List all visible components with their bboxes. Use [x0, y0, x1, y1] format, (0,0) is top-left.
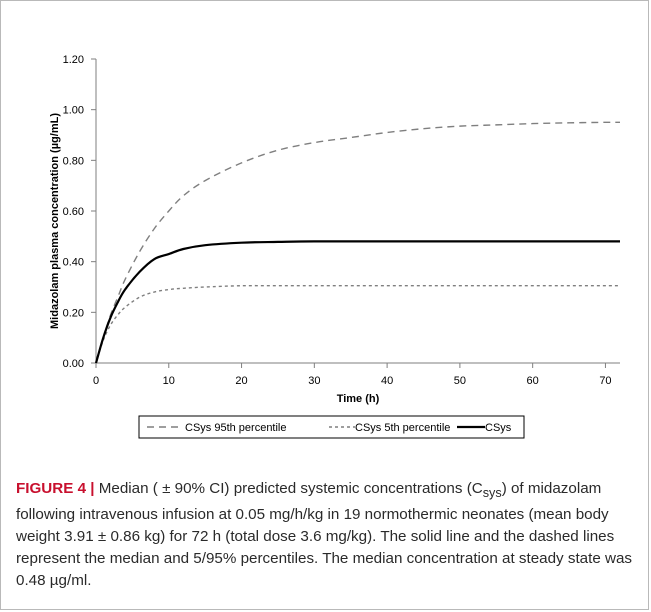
- line-chart: 0.00 0.20 0.40 0.60 0.80 1.00 1.20 0 10 20 30 40 50 6…: [49, 54, 621, 439]
- y-tick-label: 0.80: [63, 155, 84, 167]
- y-tick-label: 0.20: [63, 307, 84, 319]
- y-tick-label: 0.00: [63, 358, 84, 370]
- series-line-csys: [94, 240, 620, 364]
- chart-axes: [95, 59, 620, 364]
- x-tick-label: 40: [381, 375, 393, 387]
- figure-label: FIGURE 4: [16, 480, 87, 497]
- x-tick-label: 0: [93, 375, 99, 387]
- legend-label: CSys 95th percentile: [185, 422, 287, 434]
- figure-caption: FIGURE 4 | Median ( ± 90% CI) predicted …: [16, 478, 640, 592]
- y-tick-label: 1.00: [63, 105, 84, 117]
- chart-ticks: 0.00 0.20 0.40 0.60 0.80 1.00 1.20 0 10 20 30 40 50 6…: [63, 54, 612, 387]
- chart-series: [94, 121, 621, 364]
- x-tick-label: 20: [235, 375, 247, 387]
- x-tick-label: 10: [163, 375, 175, 387]
- x-tick-label: 70: [599, 375, 611, 387]
- y-tick-label: 0.60: [63, 206, 84, 218]
- x-tick-label: 60: [527, 375, 539, 387]
- legend-label: CSys 5th percentile: [355, 422, 450, 434]
- y-axis-title: Midazolam plasma concentration (µg/mL): [49, 113, 61, 329]
- y-tick-label: 0.40: [63, 257, 84, 269]
- y-tick-label: 1.20: [63, 54, 84, 66]
- caption-subscript: sys: [482, 486, 502, 501]
- x-tick-label: 30: [308, 375, 320, 387]
- figure-separator: |: [90, 480, 95, 497]
- series-line-csys-5th-percentile: [95, 284, 620, 364]
- legend-label: CSys: [485, 422, 512, 434]
- caption-text-rest: ) of midazolam following intravenous inf…: [16, 480, 633, 590]
- caption-text: Median ( ± 90% CI) predicted systemic co…: [98, 480, 483, 497]
- x-axis-title: Time (h): [337, 393, 380, 405]
- chart-legend: CSys 95th percentile CSys 5th percentile C…: [138, 415, 525, 439]
- series-line-csys-95th-percentile: [95, 121, 621, 364]
- x-tick-label: 50: [454, 375, 466, 387]
